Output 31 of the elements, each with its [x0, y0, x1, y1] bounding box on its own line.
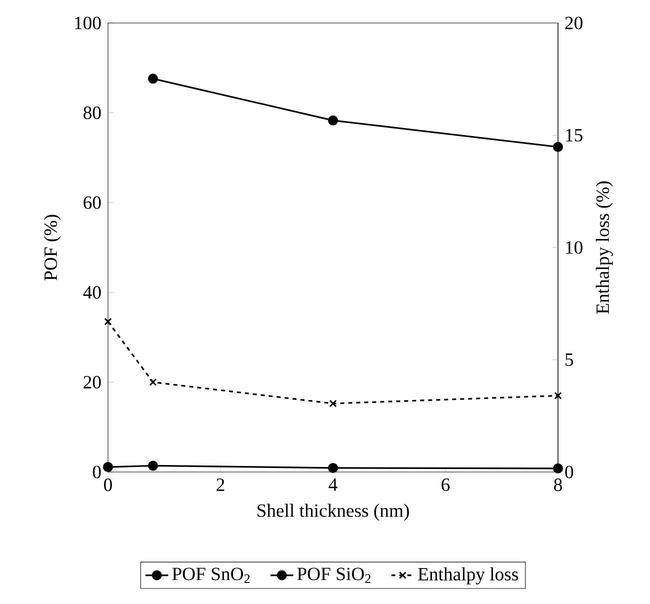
y-tick-label: 80 — [84, 106, 101, 120]
point — [104, 318, 112, 326]
legend-label: Enthalpy loss — [418, 567, 518, 584]
y2-tick-label: 15 — [566, 128, 582, 142]
y2-tick-label: 20 — [565, 16, 582, 30]
point — [329, 400, 337, 408]
legend-label: POF SiO$_{2}$ — [297, 568, 370, 583]
x-tick-label: 8 — [554, 478, 562, 492]
point — [148, 74, 158, 84]
y2-tick-label: 10 — [566, 241, 582, 254]
x-tick-label: 6 — [442, 478, 450, 492]
point — [103, 462, 114, 472]
point — [554, 392, 562, 400]
y-tick-label: 20 — [84, 376, 101, 388]
y-tick-label: 0 — [92, 466, 101, 478]
point — [328, 115, 338, 126]
y-axis-title: POF (%) — [44, 214, 61, 280]
x-tick-label: 4 — [328, 478, 338, 491]
y2-tick-label: 0 — [565, 466, 574, 478]
x-tick-label: 0 — [104, 478, 112, 492]
y-tick-label: 40 — [83, 286, 101, 299]
y2-tick-label: 5 — [566, 354, 574, 366]
point — [149, 378, 157, 386]
y-tick-label: 100 — [75, 16, 101, 30]
y-tick-label: 60 — [84, 196, 101, 209]
point — [328, 462, 338, 473]
legend-label: POF SnO$_{2}$ — [172, 568, 250, 583]
x-axis-title: Shell thickness (nm) — [258, 504, 409, 521]
y2-axis-title: Enthalpy loss (%) — [596, 181, 613, 314]
point — [148, 460, 158, 471]
x-tick-label: 2 — [216, 478, 224, 491]
